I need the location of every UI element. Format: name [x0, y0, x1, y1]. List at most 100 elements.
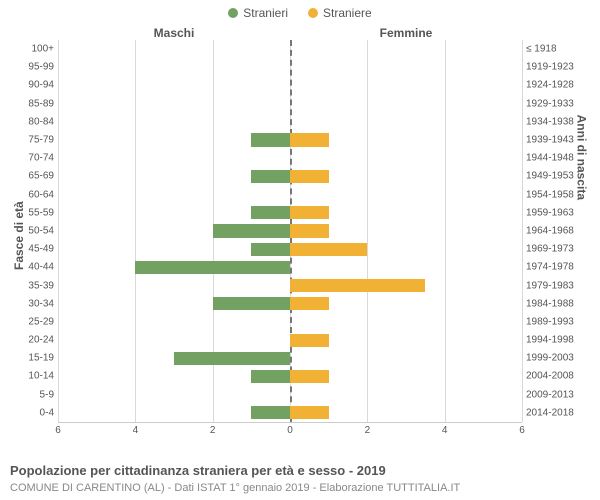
age-row: 60-641954-1958 [58, 186, 522, 204]
legend-label-male: Stranieri [243, 6, 288, 20]
bar-female [290, 334, 329, 347]
age-row: 35-391979-1983 [58, 276, 522, 294]
legend-label-female: Straniere [323, 6, 372, 20]
ytick-birth: 1919-1923 [526, 62, 584, 73]
ytick-age: 45-49 [18, 244, 54, 255]
x-axis: 6 4 2 0 2 4 6 [58, 422, 522, 440]
ytick-birth: 1969-1973 [526, 244, 584, 255]
bar-male [251, 370, 290, 383]
x-tick: 6 [55, 425, 61, 436]
age-row: 20-241994-1998 [58, 331, 522, 349]
age-row: 5-92009-2013 [58, 386, 522, 404]
ytick-age: 55-59 [18, 207, 54, 218]
ytick-age: 90-94 [18, 80, 54, 91]
ytick-age: 10-14 [18, 371, 54, 382]
age-row: 90-941924-1928 [58, 76, 522, 94]
x-tick: 0 [287, 425, 293, 436]
ytick-birth: 1944-1948 [526, 153, 584, 164]
x-tick: 2 [365, 425, 371, 436]
ytick-birth: 1924-1928 [526, 80, 584, 91]
age-row: 15-191999-2003 [58, 349, 522, 367]
ytick-birth: 1999-2003 [526, 353, 584, 364]
bar-female [290, 243, 367, 256]
ytick-birth: 1934-1938 [526, 116, 584, 127]
bar-female [290, 279, 425, 292]
x-axis-line [58, 422, 522, 423]
bar-female [290, 370, 329, 383]
age-row: 65-691949-1953 [58, 167, 522, 185]
legend-swatch-male [228, 8, 238, 18]
ytick-age: 0-4 [18, 407, 54, 418]
ytick-age: 30-34 [18, 298, 54, 309]
ytick-age: 40-44 [18, 262, 54, 273]
ytick-birth: 2014-2018 [526, 407, 584, 418]
ytick-age: 75-79 [18, 135, 54, 146]
caption-title: Popolazione per cittadinanza straniera p… [10, 463, 386, 478]
ytick-age: 100+ [18, 44, 54, 55]
ytick-birth: 2009-2013 [526, 389, 584, 400]
ytick-birth: 2004-2008 [526, 371, 584, 382]
x-tick: 6 [519, 425, 525, 436]
age-row: 55-591959-1963 [58, 204, 522, 222]
x-tick: 2 [210, 425, 216, 436]
age-row: 75-791939-1943 [58, 131, 522, 149]
age-row: 70-741944-1948 [58, 149, 522, 167]
bar-female [290, 224, 329, 237]
ytick-birth: 1949-1953 [526, 171, 584, 182]
age-row: 30-341984-1988 [58, 295, 522, 313]
legend-swatch-female [308, 8, 318, 18]
bar-female [290, 297, 329, 310]
ytick-age: 20-24 [18, 335, 54, 346]
ytick-birth: 1954-1958 [526, 189, 584, 200]
bar-male [213, 224, 290, 237]
ytick-birth: 1929-1933 [526, 98, 584, 109]
bar-male [251, 406, 290, 419]
age-row: 85-891929-1933 [58, 95, 522, 113]
caption-subtitle: COMUNE DI CARENTINO (AL) - Dati ISTAT 1°… [10, 482, 460, 494]
bar-male [251, 243, 290, 256]
gridline [522, 40, 523, 422]
ytick-birth: 1939-1943 [526, 135, 584, 146]
x-tick: 4 [442, 425, 448, 436]
ytick-age: 25-29 [18, 316, 54, 327]
legend: Stranieri Straniere [0, 0, 600, 20]
ytick-birth: 1974-1978 [526, 262, 584, 273]
bar-male [213, 297, 290, 310]
bar-male [251, 170, 290, 183]
ytick-age: 95-99 [18, 62, 54, 73]
bar-female [290, 170, 329, 183]
age-row: 95-991919-1923 [58, 58, 522, 76]
ytick-age: 50-54 [18, 225, 54, 236]
bar-female [290, 133, 329, 146]
ytick-birth: 1964-1968 [526, 225, 584, 236]
bar-male [251, 133, 290, 146]
age-row: 50-541964-1968 [58, 222, 522, 240]
ytick-birth: 1984-1988 [526, 298, 584, 309]
ytick-birth: ≤ 1918 [526, 44, 584, 55]
age-row: 10-142004-2008 [58, 367, 522, 385]
ytick-age: 80-84 [18, 116, 54, 127]
ytick-age: 5-9 [18, 389, 54, 400]
ytick-birth: 1994-1998 [526, 335, 584, 346]
legend-item-female: Straniere [308, 6, 372, 20]
age-row: 0-42014-2018 [58, 404, 522, 422]
ytick-age: 85-89 [18, 98, 54, 109]
age-row: 80-841934-1938 [58, 113, 522, 131]
ytick-age: 15-19 [18, 353, 54, 364]
x-tick: 4 [133, 425, 139, 436]
legend-item-male: Stranieri [228, 6, 288, 20]
bar-male [174, 352, 290, 365]
age-row: 45-491969-1973 [58, 240, 522, 258]
ytick-age: 65-69 [18, 171, 54, 182]
age-row: 100+≤ 1918 [58, 40, 522, 58]
bar-rows: 100+≤ 191895-991919-192390-941924-192885… [58, 40, 522, 422]
ytick-birth: 1979-1983 [526, 280, 584, 291]
bar-male [135, 261, 290, 274]
chart-frame: Stranieri Straniere Maschi Femmine Fasce… [0, 0, 600, 500]
plot-area: 100+≤ 191895-991919-192390-941924-192885… [58, 40, 522, 440]
bar-female [290, 406, 329, 419]
bar-female [290, 206, 329, 219]
ytick-age: 70-74 [18, 153, 54, 164]
column-title-left: Maschi [58, 26, 290, 40]
age-row: 40-441974-1978 [58, 258, 522, 276]
